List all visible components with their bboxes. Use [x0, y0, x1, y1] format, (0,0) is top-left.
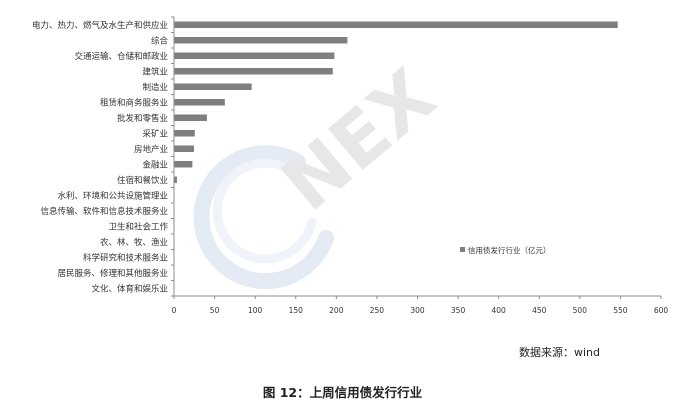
bar — [174, 176, 177, 184]
x-tick-label: 500 — [573, 306, 588, 315]
bar — [174, 83, 252, 91]
x-tick-labels: 0 50 100 150 200 250 300 350 400 450 500 550 600 — [172, 296, 669, 315]
bars-group — [174, 21, 618, 184]
category-label: 采矿业 — [142, 128, 168, 139]
category-label: 居民服务、修理和其他服务业 — [57, 268, 168, 279]
nex-watermark-text: NEX — [266, 53, 451, 228]
bar — [174, 145, 194, 153]
bar — [174, 129, 195, 137]
x-tick-label: 600 — [654, 306, 669, 315]
bar — [174, 160, 193, 168]
category-label: 金融业 — [142, 159, 168, 170]
category-labels: 电力、热力、燃气及水生产和供应业综合交通运输、仓储和邮政业建筑业制造业租赁和商务… — [32, 20, 169, 295]
category-label: 文化、体育和娱乐业 — [91, 283, 168, 294]
category-label: 水利、环境和公共设施管理业 — [57, 190, 168, 201]
bar — [174, 36, 348, 44]
category-label: 电力、热力、燃气及水生产和供应业 — [32, 20, 168, 31]
category-label: 批发和零售业 — [117, 113, 168, 124]
x-tick-label: 250 — [370, 306, 385, 315]
data-source-note: 数据来源：wind — [519, 346, 601, 359]
x-tick-label: 400 — [492, 306, 507, 315]
figure-caption: 图 12：上周信用债发行行业 — [262, 385, 423, 400]
category-label: 制造业 — [142, 82, 168, 93]
x-tick-label: 450 — [532, 306, 547, 315]
bar — [174, 98, 225, 106]
category-label: 信息传输、软件和信息技术服务业 — [40, 206, 168, 217]
category-label: 卫生和社会工作 — [108, 221, 168, 232]
legend-swatch — [460, 247, 465, 252]
x-tick-label: 350 — [451, 306, 466, 315]
category-label: 农、林、牧、渔业 — [100, 237, 168, 248]
x-tick-label: 550 — [613, 306, 628, 315]
x-tick-label: 200 — [329, 306, 344, 315]
x-tick-label: 0 — [172, 306, 177, 315]
category-label: 房地产业 — [134, 144, 168, 155]
bar — [174, 21, 618, 29]
category-label: 建筑业 — [142, 66, 168, 77]
bar — [174, 114, 207, 122]
x-tick-label: 150 — [289, 306, 304, 315]
bar — [174, 67, 333, 75]
x-tick-label: 50 — [210, 306, 220, 315]
legend: 信用债发行行业（亿元） — [460, 245, 551, 255]
category-label: 科学研究和技术服务业 — [83, 252, 168, 263]
category-label: 综合 — [151, 35, 169, 46]
category-label: 交通运输、仓储和邮政业 — [74, 51, 168, 62]
x-tick-label: 100 — [248, 306, 263, 315]
category-label: 租赁和商务服务业 — [100, 97, 168, 108]
bar — [174, 52, 335, 60]
legend-label: 信用债发行行业（亿元） — [468, 245, 551, 255]
x-tick-label: 300 — [410, 306, 425, 315]
category-label: 住宿和餐饮业 — [117, 175, 168, 186]
